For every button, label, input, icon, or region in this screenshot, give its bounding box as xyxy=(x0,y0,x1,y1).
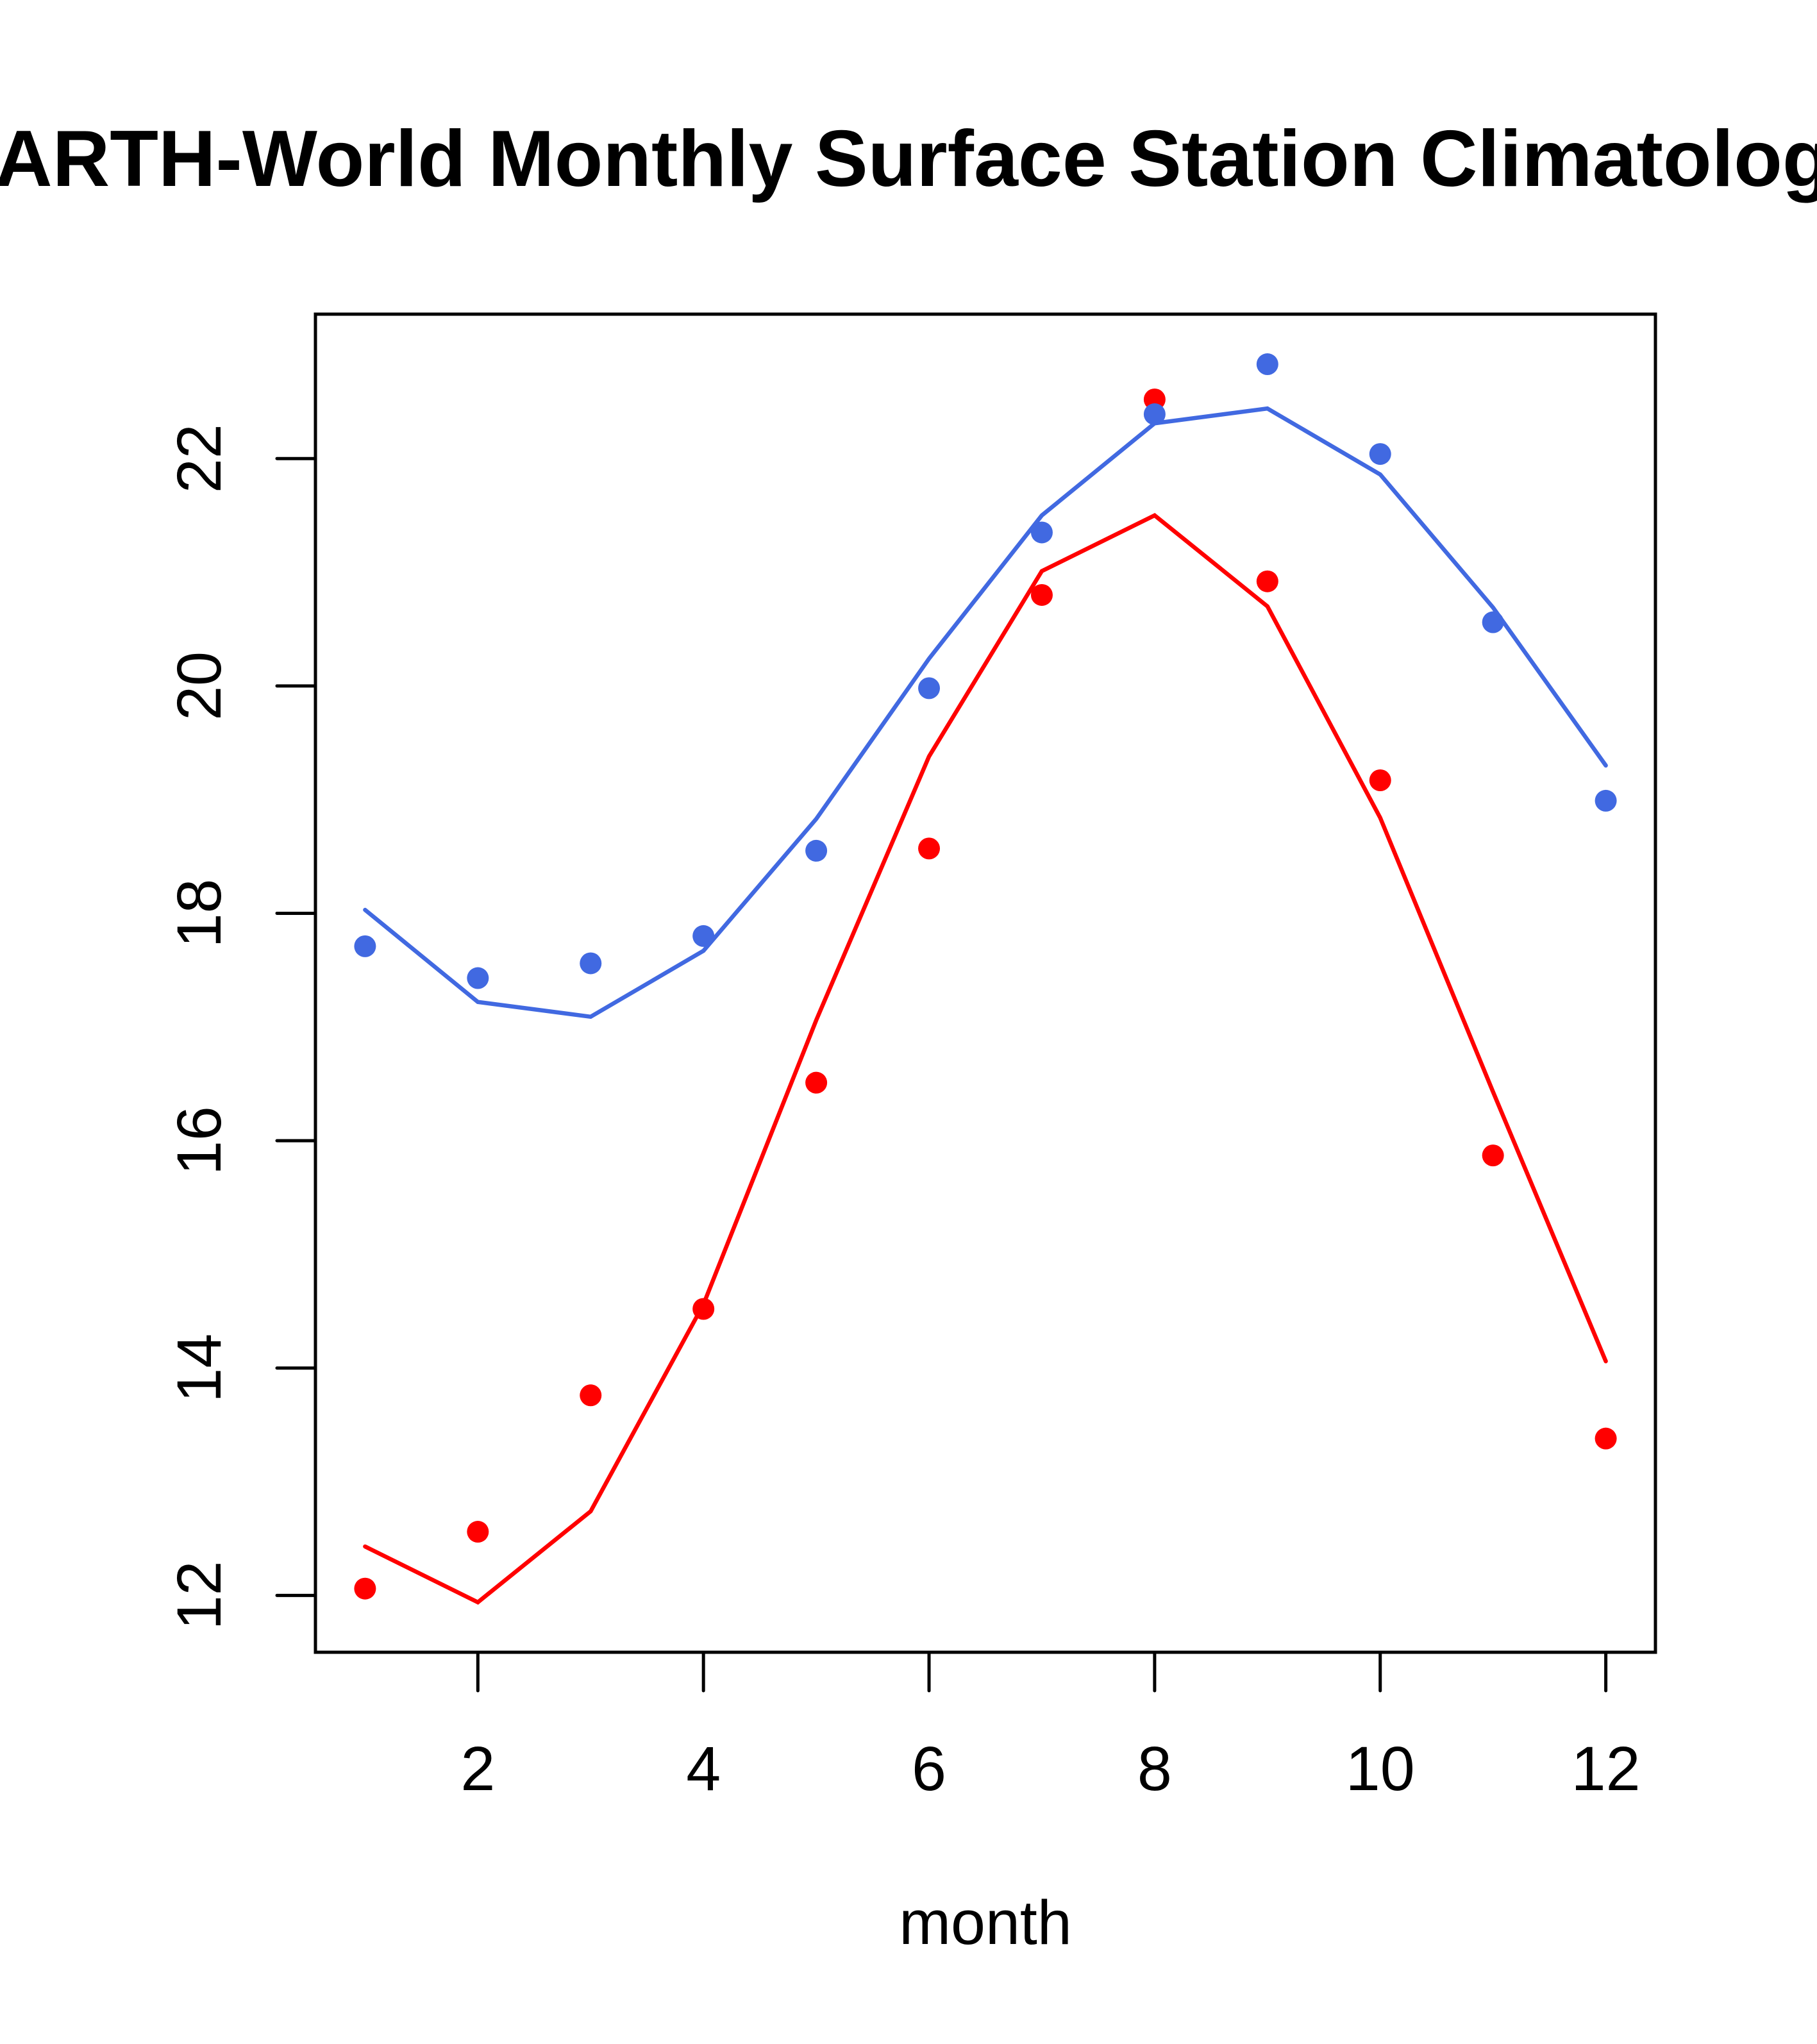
x-tick-label: 12 xyxy=(1571,1734,1641,1804)
red-data-point xyxy=(1030,583,1053,606)
y-tick-label: 12 xyxy=(164,1561,234,1630)
red-data-point xyxy=(1369,769,1391,791)
blue-data-point xyxy=(1030,521,1053,544)
red-data-point xyxy=(467,1521,489,1543)
red-data-point xyxy=(918,837,941,860)
x-tick-label: 6 xyxy=(912,1734,946,1804)
red-data-point xyxy=(580,1384,602,1407)
blue-data-point xyxy=(1595,789,1617,812)
blue-data-point xyxy=(918,677,941,699)
series-red-points xyxy=(354,388,1617,1600)
blue-data-point xyxy=(1369,443,1391,465)
y-axis: 12 14 16 18 20 22 xyxy=(164,424,317,1630)
x-axis: 2 4 6 8 10 12 xyxy=(460,1650,1641,1804)
series-layer xyxy=(354,353,1617,1605)
chart-title: EARTH-World Monthly Surface Station Clim… xyxy=(0,115,1817,203)
red-data-point xyxy=(354,1577,376,1600)
red-line xyxy=(363,513,1608,1605)
blue-data-point xyxy=(580,952,602,975)
blue-data-point xyxy=(354,935,376,957)
y-tick-label: 18 xyxy=(164,878,234,948)
series-blue-points xyxy=(354,353,1617,989)
red-data-point xyxy=(1482,1144,1504,1167)
y-tick-label: 16 xyxy=(164,1106,234,1175)
series-red-line xyxy=(363,513,1608,1605)
y-tick-label: 22 xyxy=(164,424,234,493)
series-blue-line xyxy=(363,406,1608,1019)
x-tick-label: 4 xyxy=(686,1734,721,1804)
y-tick-label: 14 xyxy=(164,1334,234,1403)
blue-line xyxy=(363,406,1608,1019)
blue-data-point xyxy=(1143,403,1166,426)
red-data-point xyxy=(1595,1427,1617,1450)
blue-data-point xyxy=(1256,353,1278,376)
plot-frame xyxy=(314,312,1657,1654)
blue-data-point xyxy=(467,967,489,989)
y-tick-label: 20 xyxy=(164,651,234,721)
x-tick-label: 8 xyxy=(1137,1734,1172,1804)
x-tick-label: 10 xyxy=(1346,1734,1415,1804)
red-data-point xyxy=(805,1071,828,1094)
x-tick-label: 2 xyxy=(460,1734,495,1804)
blue-data-point xyxy=(805,839,828,862)
red-data-point xyxy=(1256,570,1278,592)
x-axis-label: month xyxy=(899,1888,1072,1957)
